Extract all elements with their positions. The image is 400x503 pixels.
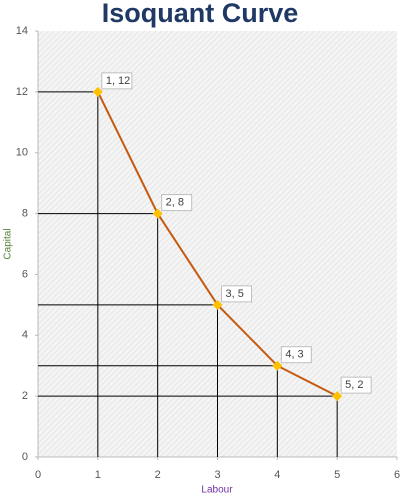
y-tick-label: 14 [16,25,28,37]
x-tick-label: 3 [214,469,220,481]
data-label: 4, 3 [285,349,303,361]
marker [92,86,103,97]
marker [212,299,223,310]
marker [332,391,343,402]
data-label: 2, 8 [166,196,184,208]
x-tick-label: 6 [394,469,400,481]
y-axis-label: Capital [3,228,14,259]
data-label-box [101,72,133,90]
data-label-box [280,346,312,364]
y-tick-label: 2 [22,390,28,402]
x-tick-label: 0 [35,469,41,481]
data-label-box [161,194,193,212]
data-label: 1, 12 [106,75,130,87]
x-tick-label: 2 [155,469,161,481]
x-tick-label: 5 [334,469,340,481]
marker [152,208,163,219]
data-label: 3, 5 [226,288,244,300]
x-axis-label: Labour [201,485,233,496]
y-tick-label: 12 [16,86,28,98]
data-label: 5, 2 [345,379,363,391]
x-tick-label: 4 [274,469,280,481]
data-label-box [221,285,252,303]
chart-title: Isoquant Curve [102,0,299,28]
marker [272,360,283,371]
y-tick-label: 10 [16,147,28,159]
y-tick-label: 0 [22,451,28,463]
y-tick-label: 4 [22,329,28,341]
x-tick-label: 1 [95,469,101,481]
y-tick-label: 8 [22,207,28,219]
y-tick-label: 6 [22,268,28,280]
data-label-box [340,376,372,394]
